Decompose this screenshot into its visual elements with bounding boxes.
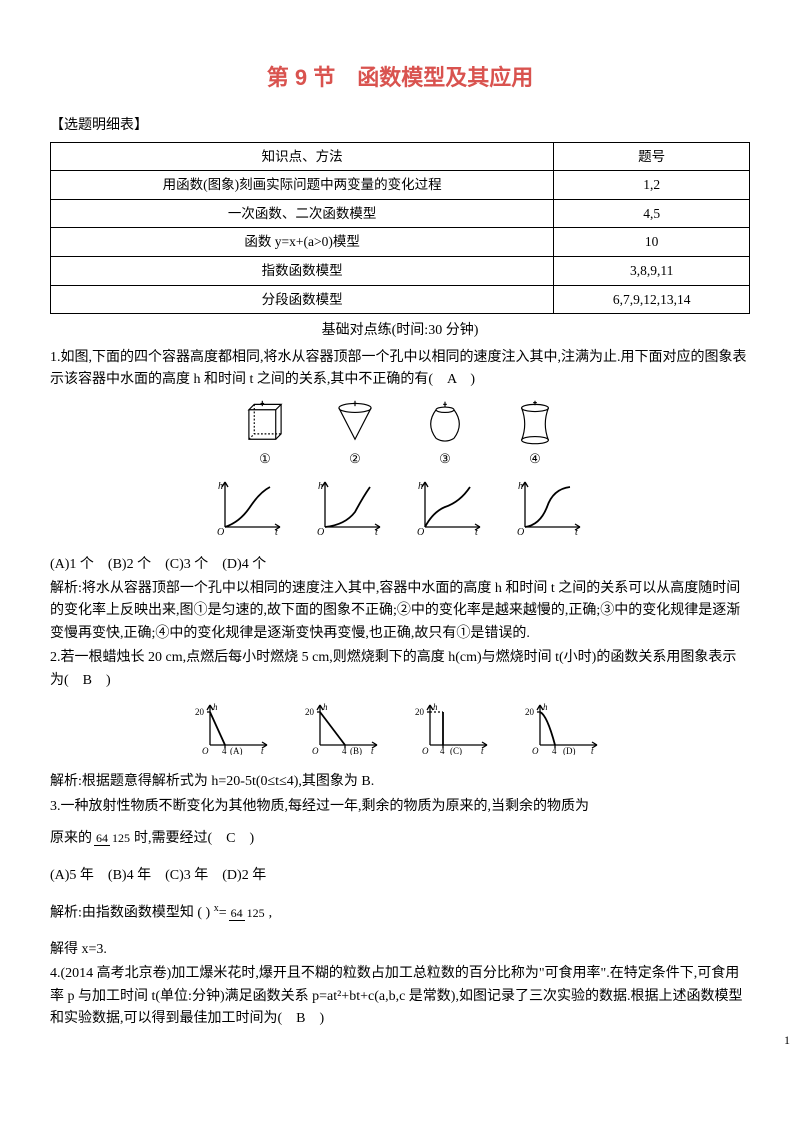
svg-text:(A): (A)	[230, 746, 243, 755]
fig-label-1: ①	[259, 449, 271, 470]
svg-text:20: 20	[525, 707, 535, 717]
q2-graph-c: 204tOh(C)	[415, 700, 495, 763]
th-number: 题号	[554, 142, 750, 171]
question-3-line2: 原来的64125时,需要经过( C )	[50, 828, 750, 850]
svg-text:h: h	[318, 481, 323, 492]
table-header-row: 知识点、方法 题号	[51, 142, 750, 171]
container-2: ②	[325, 399, 385, 469]
svg-text:4: 4	[552, 746, 557, 755]
graph-figures-q2: 204tOh(A) 204tOh(B) 204tOh(C) 204tOh(D)	[50, 700, 750, 763]
container-4: ④	[505, 399, 565, 469]
cell: 3,8,9,11	[554, 256, 750, 285]
cell: 函数 y=x+(a>0)模型	[51, 228, 554, 257]
svg-text:(C): (C)	[450, 746, 462, 755]
cell: 1,2	[554, 171, 750, 200]
svg-text:4: 4	[440, 746, 445, 755]
svg-text:t: t	[375, 527, 378, 537]
svg-text:20: 20	[415, 707, 425, 717]
th-method: 知识点、方法	[51, 142, 554, 171]
cell: 用函数(图象)刻画实际问题中两变量的变化过程	[51, 171, 554, 200]
container-figures: ① ② ③ ④	[50, 399, 750, 469]
q1-explanation: 解析:将水从容器顶部一个孔中以相同的速度注入其中,容器中水面的高度 h 和时间 …	[50, 578, 750, 645]
fraction-icon: 64125	[94, 832, 132, 845]
svg-text:t: t	[275, 527, 278, 537]
svg-text:h: h	[218, 481, 223, 492]
cell: 4,5	[554, 199, 750, 228]
svg-text:h: h	[518, 481, 523, 492]
q2-graph-b: 204tOh(B)	[305, 700, 385, 763]
container-3: ③	[415, 399, 475, 469]
cell: 分段函数模型	[51, 285, 554, 314]
question-1: 1.如图,下面的四个容器高度都相同,将水从容器顶部一个孔中以相同的速度注入其中,…	[50, 347, 750, 392]
svg-text:(D): (D)	[563, 746, 576, 755]
graph-1: h t O	[215, 477, 285, 545]
svg-text:O: O	[422, 746, 429, 755]
table-row: 用函数(图象)刻画实际问题中两变量的变化过程1,2	[51, 171, 750, 200]
svg-text:h: h	[418, 481, 423, 492]
svg-text:O: O	[317, 527, 324, 537]
cell: 指数函数模型	[51, 256, 554, 285]
page-title: 第 9 节 函数模型及其应用	[50, 60, 750, 95]
svg-text:O: O	[217, 527, 224, 537]
svg-text:h: h	[213, 702, 218, 712]
select-label: 【选题明细表】	[50, 115, 750, 137]
svg-text:20: 20	[305, 707, 315, 717]
svg-text:O: O	[417, 527, 424, 537]
svg-text:O: O	[202, 746, 209, 755]
q3-expl1: 解析:由指数函数模型知 ( )	[50, 906, 210, 921]
fig-label-2: ②	[349, 449, 361, 470]
svg-text:(B): (B)	[350, 746, 362, 755]
svg-text:h: h	[323, 702, 328, 712]
graph-figures-q1: h t O h t O h t O h t O	[50, 477, 750, 545]
table-row: 指数函数模型3,8,9,11	[51, 256, 750, 285]
svg-text:O: O	[532, 746, 539, 755]
q2-graph-d: 204tOh(D)	[525, 700, 605, 763]
svg-text:h: h	[543, 702, 548, 712]
q3-options: (A)5 年 (B)4 年 (C)3 年 (D)2 年	[50, 865, 750, 887]
svg-text:O: O	[312, 746, 319, 755]
question-3-line1: 3.一种放射性物质不断变化为其他物质,每经过一年,剩余的物质为原来的,当剩余的物…	[50, 796, 750, 818]
graph-3: h t O	[415, 477, 485, 545]
svg-text:t: t	[475, 527, 478, 537]
q3-expl2: ,	[269, 906, 273, 921]
svg-text:4: 4	[222, 746, 227, 755]
svg-text:h: h	[433, 702, 438, 712]
fraction-icon: 64125	[229, 907, 267, 920]
fig-label-4: ④	[529, 449, 541, 470]
svg-text:O: O	[517, 527, 524, 537]
question-4: 4.(2014 高考北京卷)加工爆米花时,爆开且不糊的粒数占加工总粒数的百分比称…	[50, 963, 750, 1030]
cell: 一次函数、二次函数模型	[51, 199, 554, 228]
cell: 10	[554, 228, 750, 257]
fig-label-3: ③	[439, 449, 451, 470]
q3-explanation: 解析:由指数函数模型知 ( ) x=64125,	[50, 901, 750, 925]
table-row: 分段函数模型6,7,9,12,13,14	[51, 285, 750, 314]
topic-table: 知识点、方法 题号 用函数(图象)刻画实际问题中两变量的变化过程1,2 一次函数…	[50, 142, 750, 315]
cell: 6,7,9,12,13,14	[554, 285, 750, 314]
q3-text2: 原来的	[50, 831, 92, 846]
table-row: 函数 y=x+(a>0)模型10	[51, 228, 750, 257]
q3-text3: 时,需要经过( C )	[134, 831, 254, 846]
q2-graph-a: 204tOh(A)	[195, 700, 275, 763]
question-2: 2.若一根蜡烛长 20 cm,点燃后每小时燃烧 5 cm,则燃烧剩下的高度 h(…	[50, 647, 750, 692]
container-1: ①	[235, 399, 295, 469]
q2-explanation: 解析:根据题意得解析式为 h=20-5t(0≤t≤4),其图象为 B.	[50, 771, 750, 793]
svg-text:20: 20	[195, 707, 205, 717]
graph-2: h t O	[315, 477, 385, 545]
svg-text:t: t	[575, 527, 578, 537]
table-row: 一次函数、二次函数模型4,5	[51, 199, 750, 228]
graph-4: h t O	[515, 477, 585, 545]
page-number: 1	[784, 1031, 790, 1050]
q3-solve: 解得 x=3.	[50, 939, 750, 961]
svg-text:4: 4	[342, 746, 347, 755]
practice-header: 基础对点练(时间:30 分钟)	[50, 320, 750, 342]
q1-options: (A)1 个 (B)2 个 (C)3 个 (D)4 个	[50, 554, 750, 576]
